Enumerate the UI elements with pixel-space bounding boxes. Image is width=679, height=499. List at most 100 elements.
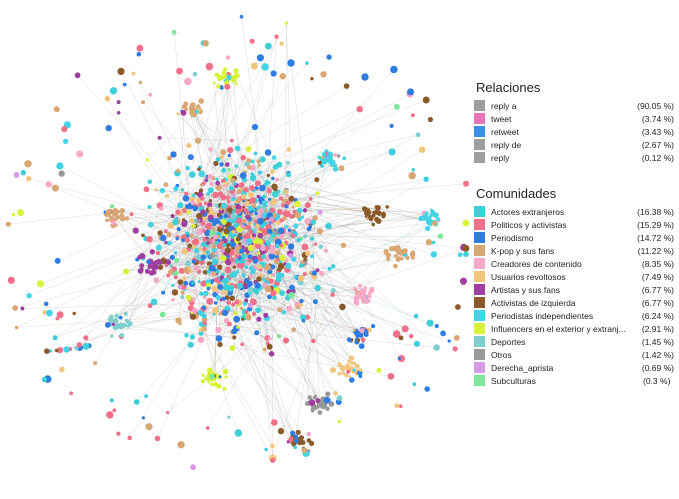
graph-edge (237, 75, 306, 237)
graph-node (168, 269, 174, 275)
graph-node (317, 209, 323, 215)
graph-node (74, 345, 79, 351)
graph-node (56, 311, 64, 319)
graph-node (339, 365, 346, 372)
graph-node (193, 108, 197, 112)
graph-node (53, 106, 60, 113)
graph-node (270, 198, 277, 206)
graph-node (229, 295, 235, 302)
graph-node (262, 194, 266, 199)
graph-node (271, 155, 277, 160)
graph-edge (226, 293, 251, 321)
graph-node (352, 328, 356, 332)
graph-node (317, 410, 323, 415)
graph-node (293, 434, 299, 440)
graph-node (279, 41, 284, 46)
graph-node (206, 191, 211, 196)
graph-edge (206, 306, 365, 330)
graph-node (272, 213, 277, 218)
graph-node (395, 246, 401, 251)
node-layer (5, 14, 470, 471)
graph-edge (55, 301, 155, 338)
graph-node (270, 169, 275, 175)
graph-node (206, 241, 210, 245)
graph-node (301, 243, 309, 251)
graph-node (371, 222, 375, 227)
graph-node (20, 170, 26, 176)
legend-swatch (474, 375, 485, 386)
graph-node (218, 375, 222, 379)
legend-percentage: (15.29 %) (637, 219, 674, 230)
graph-node (359, 333, 364, 338)
graph-node (244, 200, 250, 207)
graph-node (199, 183, 204, 187)
graph-node (413, 340, 420, 347)
graph-node (314, 284, 321, 292)
graph-node (177, 441, 185, 449)
graph-edge (107, 98, 237, 320)
legend-percentage: (1.45 %) (641, 336, 674, 347)
graph-node (346, 337, 352, 342)
graph-node (14, 325, 19, 330)
graph-node (286, 172, 291, 178)
legend-percentage: (0.69 %) (641, 362, 674, 373)
graph-node (306, 431, 312, 437)
graph-node (169, 254, 175, 260)
graph-node (185, 294, 192, 301)
graph-node (116, 431, 121, 436)
graph-node (431, 240, 436, 245)
graph-node (202, 247, 207, 251)
graph-node (252, 233, 256, 238)
graph-node (251, 203, 256, 209)
graph-node (57, 347, 64, 354)
graph-node (429, 213, 434, 217)
graph-node (410, 113, 415, 118)
graph-edge (209, 265, 240, 371)
legend-item: Activistas de izquierda (6.77 %) (474, 296, 674, 309)
graph-node (82, 342, 90, 350)
graph-node (352, 361, 357, 365)
graph-node (176, 67, 183, 75)
graph-node (358, 368, 363, 372)
graph-node (7, 276, 15, 284)
graph-node (221, 235, 226, 240)
graph-node (287, 243, 295, 250)
graph-node (267, 181, 271, 185)
graph-node (200, 209, 206, 215)
graph-node (285, 262, 292, 270)
graph-node (246, 165, 252, 170)
graph-node (359, 328, 365, 334)
graph-node (277, 209, 283, 215)
graph-edge (247, 163, 437, 348)
legend-item: reply a (90.05 %) (474, 99, 674, 112)
graph-node (284, 224, 289, 229)
graph-node (208, 264, 215, 272)
graph-node (190, 200, 196, 206)
graph-node (201, 326, 207, 332)
graph-node (208, 370, 211, 373)
graph-node (192, 112, 197, 117)
graph-node (240, 224, 245, 229)
graph-node (164, 240, 168, 245)
graph-node (248, 192, 254, 199)
graph-edge (165, 86, 219, 243)
graph-node (424, 211, 429, 216)
graph-node (232, 181, 237, 186)
graph-node (361, 292, 367, 297)
graph-node (160, 234, 167, 242)
graph-node (342, 156, 347, 161)
graph-node (333, 153, 338, 157)
graph-node (212, 234, 219, 240)
graph-edge (290, 62, 311, 223)
graph-node (171, 298, 175, 302)
graph-node (219, 162, 224, 167)
legend-label: Artistas y sus fans (491, 284, 560, 295)
graph-edge (233, 195, 344, 246)
graph-node (104, 322, 111, 328)
graph-node (208, 199, 212, 203)
graph-node (173, 186, 179, 192)
graph-node (147, 221, 154, 228)
legend-swatch (474, 310, 485, 321)
graph-node (227, 153, 231, 158)
graph-node (225, 55, 231, 60)
